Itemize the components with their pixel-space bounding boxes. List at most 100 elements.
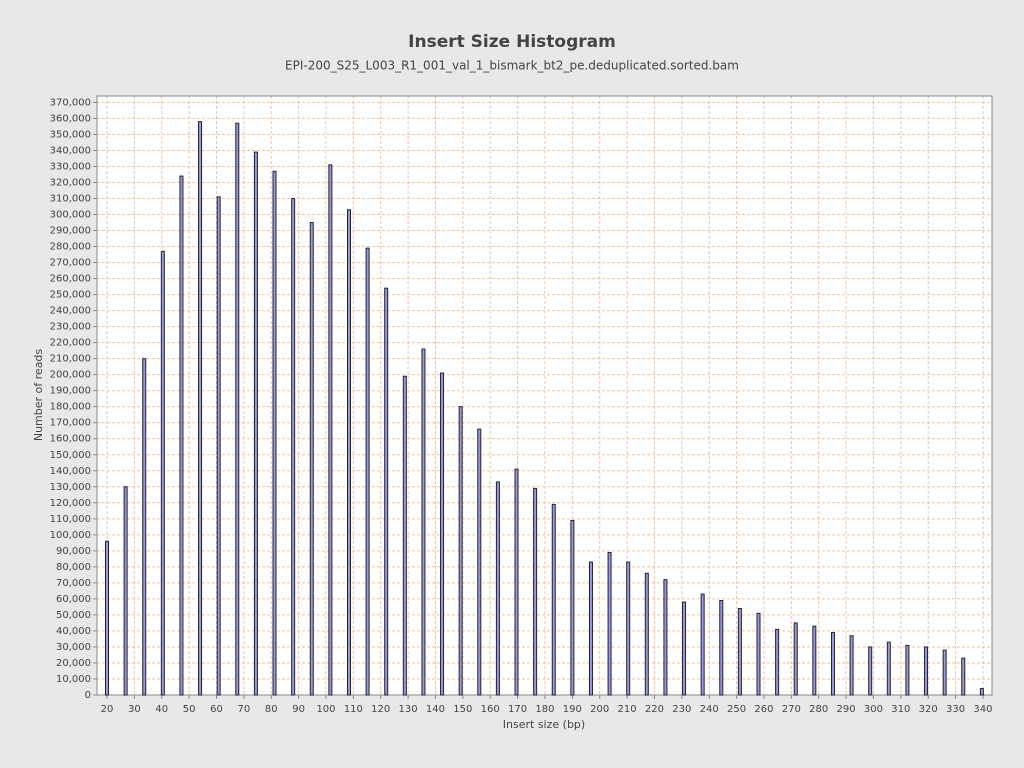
bar (272, 170, 277, 696)
y-tick-label: 230,000 (50, 322, 91, 333)
bar (198, 121, 203, 696)
y-tick-label: 40,000 (56, 626, 91, 637)
plot-area (97, 96, 992, 695)
bar (365, 247, 370, 696)
x-tick-label: 250 (727, 704, 746, 715)
y-tick-label: 70,000 (56, 578, 91, 589)
x-tick-label: 60 (210, 704, 223, 715)
y-tick-label: 20,000 (56, 658, 91, 669)
y-tick-label: 340,000 (50, 145, 91, 156)
x-tick-label: 220 (645, 704, 664, 715)
x-tick-label: 280 (809, 704, 828, 715)
bar (588, 561, 593, 696)
bar (626, 561, 631, 696)
y-axis-label: Number of reads (32, 349, 45, 442)
bar (346, 209, 351, 696)
y-tick-label: 250,000 (50, 290, 91, 301)
x-tick-label: 170 (508, 704, 527, 715)
y-tick-label: 240,000 (50, 306, 91, 317)
bar (737, 608, 742, 696)
bar (682, 601, 687, 696)
bar (756, 612, 761, 696)
y-tick-label: 50,000 (56, 610, 91, 621)
y-tick-label: 260,000 (50, 274, 91, 285)
y-tick-label: 100,000 (50, 530, 91, 541)
x-tick-label: 180 (535, 704, 554, 715)
bar (123, 486, 128, 696)
bar (663, 579, 668, 696)
y-tick-label: 350,000 (50, 129, 91, 140)
y-tick-label: 180,000 (50, 402, 91, 413)
x-tick-label: 270 (782, 704, 801, 715)
y-tick-label: 270,000 (50, 258, 91, 269)
x-tick-label: 330 (946, 704, 965, 715)
y-tick-label: 80,000 (56, 562, 91, 573)
x-tick-label: 210 (618, 704, 637, 715)
bar (961, 657, 966, 696)
x-tick-label: 100 (316, 704, 335, 715)
bar (253, 151, 258, 696)
y-tick-label: 300,000 (50, 210, 91, 221)
chart-title: Insert Size Histogram (408, 32, 616, 52)
bar (328, 164, 333, 696)
bar (644, 572, 649, 696)
bar (477, 428, 482, 696)
bar (849, 635, 854, 696)
x-tick-label: 140 (426, 704, 445, 715)
x-tick-label: 320 (919, 704, 938, 715)
x-tick-label: 150 (453, 704, 472, 715)
x-tick-label: 80 (265, 704, 278, 715)
y-tick-label: 0 (85, 690, 91, 701)
y-tick-label: 30,000 (56, 642, 91, 653)
bar (421, 348, 426, 696)
x-tick-label: 40 (155, 704, 168, 715)
bar (812, 625, 817, 696)
bar (775, 628, 780, 696)
bar (868, 646, 873, 696)
y-tick-label: 110,000 (50, 514, 91, 525)
bar (551, 503, 556, 696)
x-tick-label: 120 (371, 704, 390, 715)
x-tick-label: 230 (672, 704, 691, 715)
x-tick-label: 260 (754, 704, 773, 715)
bar (793, 622, 798, 696)
x-tick-label: 50 (183, 704, 196, 715)
x-tick-label: 30 (128, 704, 141, 715)
x-tick-label: 240 (700, 704, 719, 715)
bar (979, 688, 984, 696)
bar (160, 250, 165, 696)
bar (886, 641, 891, 696)
y-tick-label: 320,000 (50, 177, 91, 188)
x-tick-label: 340 (973, 704, 992, 715)
bar (235, 122, 240, 696)
x-tick-label: 290 (837, 704, 856, 715)
plot-border (96, 95, 993, 696)
y-tick-label: 330,000 (50, 161, 91, 172)
y-tick-label: 130,000 (50, 482, 91, 493)
bar (104, 540, 109, 696)
bar (440, 372, 445, 696)
bar (309, 222, 314, 696)
bar (495, 481, 500, 696)
bar (533, 487, 538, 696)
y-tick-label: 360,000 (50, 113, 91, 124)
bar (700, 593, 705, 696)
x-tick-label: 20 (101, 704, 114, 715)
bar (458, 406, 463, 696)
y-tick-label: 120,000 (50, 498, 91, 509)
y-tick-label: 140,000 (50, 466, 91, 477)
x-tick-label: 310 (891, 704, 910, 715)
x-tick-label: 110 (344, 704, 363, 715)
y-tick-label: 170,000 (50, 418, 91, 429)
y-tick-label: 90,000 (56, 546, 91, 557)
x-axis-label: Insert size (bp) (503, 718, 585, 731)
x-tick-label: 70 (237, 704, 250, 715)
y-tick-label: 190,000 (50, 386, 91, 397)
bar (216, 196, 221, 696)
y-tick-label: 310,000 (50, 194, 91, 205)
bar (924, 646, 929, 696)
y-tick-label: 220,000 (50, 338, 91, 349)
y-tick-label: 370,000 (50, 97, 91, 108)
x-tick-label: 160 (481, 704, 500, 715)
y-tick-label: 10,000 (56, 674, 91, 685)
